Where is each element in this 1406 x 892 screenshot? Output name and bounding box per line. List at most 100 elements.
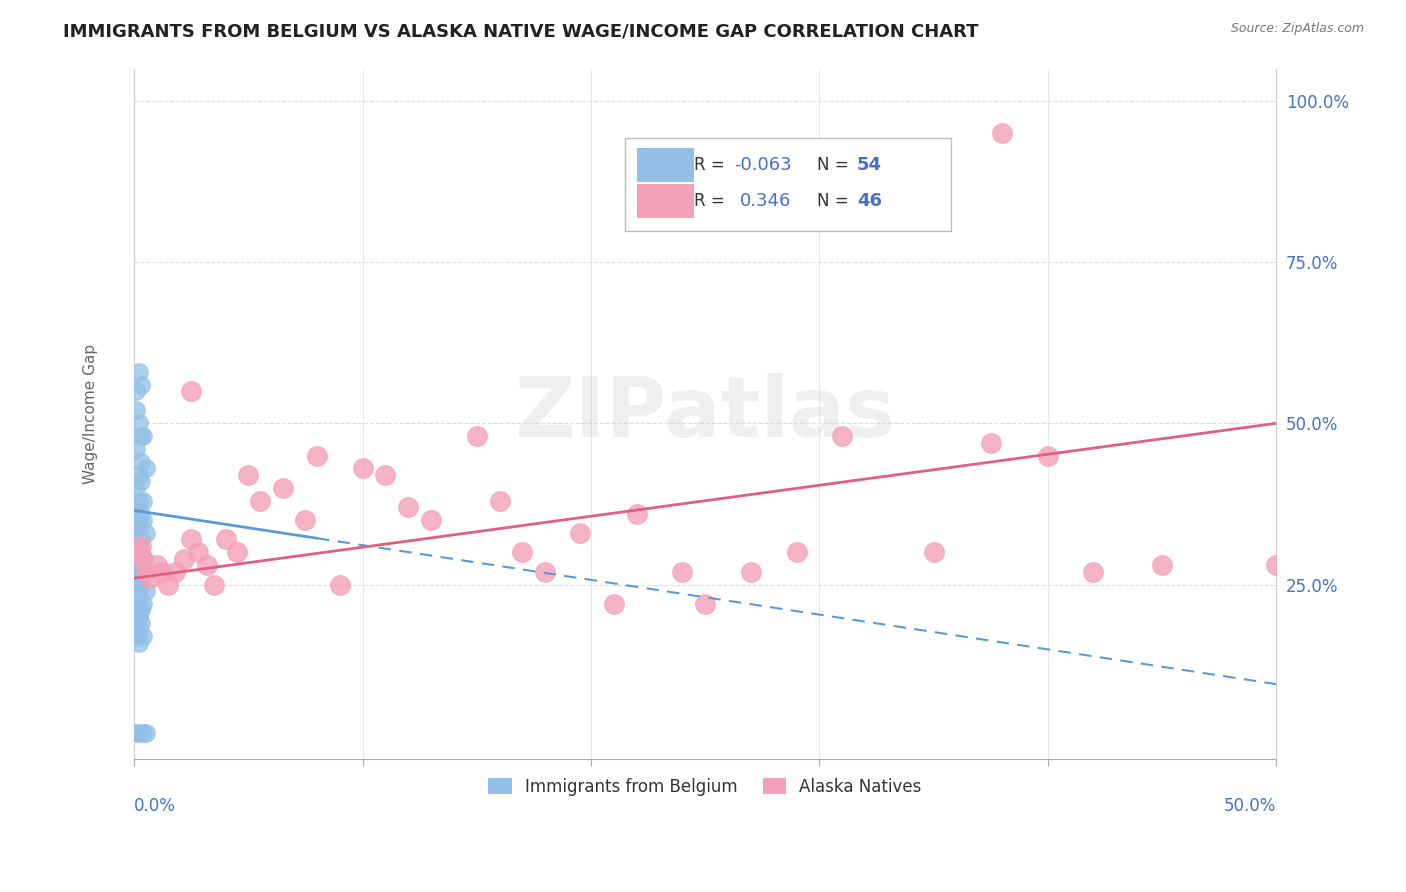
Point	[271, 481, 294, 495]
Text: Source: ZipAtlas.com: Source: ZipAtlas.com	[1230, 22, 1364, 36]
Point	[603, 597, 626, 611]
Point	[125, 597, 148, 611]
Point	[128, 610, 150, 624]
FancyBboxPatch shape	[626, 137, 950, 231]
Point	[125, 565, 148, 579]
Point	[132, 726, 155, 740]
Point	[128, 417, 150, 431]
Point	[129, 475, 152, 489]
Point	[352, 461, 374, 475]
Point	[180, 384, 202, 398]
Point	[125, 577, 148, 591]
Text: -0.063: -0.063	[734, 156, 792, 174]
Point	[128, 467, 150, 482]
Point	[329, 577, 352, 591]
Point	[626, 507, 648, 521]
Point	[465, 429, 488, 443]
Point	[146, 558, 169, 573]
Point	[214, 533, 236, 547]
Point	[786, 545, 808, 559]
Text: N =: N =	[817, 192, 853, 210]
Point	[180, 533, 202, 547]
Point	[129, 558, 152, 573]
Point	[132, 629, 155, 643]
Point	[128, 635, 150, 649]
Text: 50.0%: 50.0%	[1223, 797, 1277, 814]
Point	[129, 545, 152, 559]
Point	[150, 565, 173, 579]
Point	[294, 513, 316, 527]
Point	[226, 545, 249, 559]
Point	[1150, 558, 1173, 573]
Point	[125, 539, 148, 553]
Point	[128, 545, 150, 559]
Text: 46: 46	[858, 192, 882, 210]
Point	[129, 377, 152, 392]
Legend: Immigrants from Belgium, Alaska Natives: Immigrants from Belgium, Alaska Natives	[482, 771, 928, 802]
Point	[238, 467, 260, 482]
Point	[129, 571, 152, 585]
Point	[132, 429, 155, 443]
Point	[135, 584, 157, 599]
Point	[125, 442, 148, 457]
Point	[129, 616, 152, 631]
Point	[128, 558, 150, 573]
Text: IMMIGRANTS FROM BELGIUM VS ALASKA NATIVE WAGE/INCOME GAP CORRELATION CHART: IMMIGRANTS FROM BELGIUM VS ALASKA NATIVE…	[63, 22, 979, 40]
Point	[671, 565, 693, 579]
Point	[374, 467, 396, 482]
Point	[534, 565, 557, 579]
Text: 0.0%: 0.0%	[134, 797, 176, 814]
Point	[125, 616, 148, 631]
Point	[132, 551, 155, 566]
Point	[129, 603, 152, 617]
Point	[488, 493, 510, 508]
Text: Wage/Income Gap: Wage/Income Gap	[83, 343, 98, 483]
Point	[1265, 558, 1288, 573]
Point	[129, 577, 152, 591]
Point	[173, 551, 195, 566]
Point	[132, 493, 155, 508]
Point	[125, 526, 148, 541]
Text: R =: R =	[693, 156, 730, 174]
Point	[922, 545, 945, 559]
Point	[125, 551, 148, 566]
Point	[132, 551, 155, 566]
Point	[195, 558, 218, 573]
Point	[129, 429, 152, 443]
Point	[125, 481, 148, 495]
Point	[125, 500, 148, 515]
Point	[129, 455, 152, 469]
Point	[132, 513, 155, 527]
Point	[125, 519, 148, 533]
Point	[1036, 449, 1059, 463]
Point	[128, 493, 150, 508]
Point	[132, 565, 155, 579]
Point	[396, 500, 419, 515]
Text: 54: 54	[858, 156, 882, 174]
Point	[128, 513, 150, 527]
Point	[125, 726, 148, 740]
Point	[128, 623, 150, 637]
Point	[125, 403, 148, 417]
Point	[128, 591, 150, 605]
Point	[305, 449, 328, 463]
Point	[157, 577, 180, 591]
Point	[125, 384, 148, 398]
Point	[129, 507, 152, 521]
Point	[1083, 565, 1105, 579]
Point	[125, 629, 148, 643]
Point	[695, 597, 717, 611]
Point	[129, 533, 152, 547]
Point	[128, 539, 150, 553]
Text: R =: R =	[693, 192, 735, 210]
Point	[135, 461, 157, 475]
Point	[128, 519, 150, 533]
Point	[128, 545, 150, 559]
FancyBboxPatch shape	[637, 184, 693, 219]
Point	[135, 726, 157, 740]
Point	[187, 545, 209, 559]
Point	[512, 545, 534, 559]
Point	[420, 513, 443, 527]
Text: 0.346: 0.346	[740, 192, 790, 210]
Point	[135, 565, 157, 579]
